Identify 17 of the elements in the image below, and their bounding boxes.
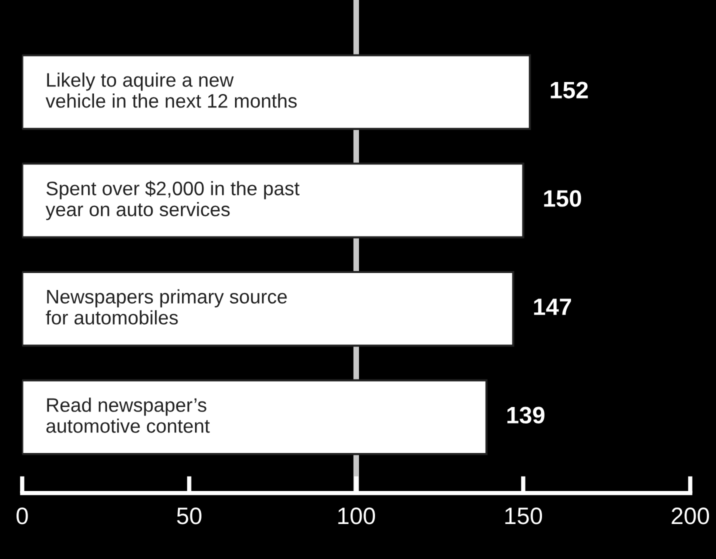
bar <box>22 379 488 456</box>
bar <box>22 54 531 130</box>
bar <box>22 270 514 347</box>
bar <box>22 162 524 238</box>
x-tick-label: 150 <box>505 508 542 524</box>
y-tick-label: Newspapers primary source for automobiles <box>46 289 287 325</box>
data-label: 139 <box>507 406 544 424</box>
x-tick-label: 0 <box>16 508 28 524</box>
x-tick-label: 200 <box>672 508 709 524</box>
data-label: 152 <box>550 82 588 98</box>
y-tick-label: Likely to aquire a new vehicle in the next 12 months <box>46 72 297 108</box>
x-tick-label: 50 <box>177 508 202 524</box>
data-label: 147 <box>534 298 571 315</box>
x-tick-label: 100 <box>338 508 375 524</box>
y-tick-label: Spent over $2,000 in the past year on auto services <box>46 180 300 220</box>
data-label: 150 <box>544 190 582 207</box>
y-tick-label: Read newspaper’s automotive content <box>46 398 210 433</box>
